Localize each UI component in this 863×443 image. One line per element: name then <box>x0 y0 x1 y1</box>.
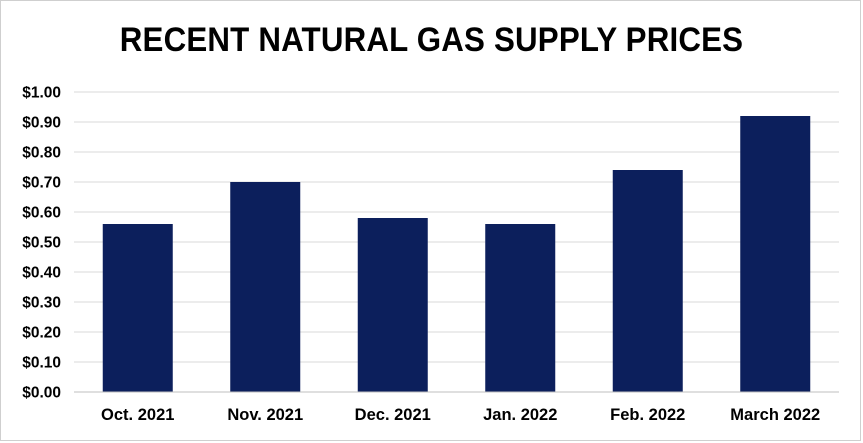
y-tick-label: $0.40 <box>22 265 61 282</box>
chart-title: RECENT NATURAL GAS SUPPLY PRICES <box>119 21 744 59</box>
y-tick-label: $0.80 <box>22 145 61 162</box>
x-category-label: Oct. 2021 <box>101 406 174 424</box>
y-tick-label: $0.90 <box>22 115 61 132</box>
bar <box>102 224 173 392</box>
y-tick-label: $0.20 <box>22 325 61 342</box>
y-tick-label: $0.30 <box>22 295 61 312</box>
x-category-label: March 2022 <box>730 406 820 424</box>
x-category-label: Dec. 2021 <box>355 406 431 424</box>
bar <box>230 182 301 392</box>
y-tick-label: $1.00 <box>22 85 61 102</box>
x-axis-category-labels: Oct. 2021 Nov. 2021 Dec. 2021 Jan. 2022 Feb.… <box>101 406 820 424</box>
y-tick-label: $0.00 <box>22 385 61 402</box>
bar <box>357 218 428 392</box>
y-axis-tick-labels: $0.00 $0.10 $0.20 $0.30 $0.40 $0.50 $0.60 $0.70… <box>22 85 61 402</box>
y-tick-label: $0.50 <box>22 235 61 252</box>
y-tick-label: $0.70 <box>22 175 61 192</box>
x-category-label: Feb. 2022 <box>610 406 685 424</box>
bar <box>740 116 811 392</box>
x-category-label: Nov. 2021 <box>227 406 303 424</box>
bar <box>485 224 556 392</box>
gridlines <box>74 91 839 363</box>
y-tick-label: $0.60 <box>22 205 61 222</box>
bars <box>102 116 811 392</box>
y-tick-label: $0.10 <box>22 355 61 372</box>
x-category-label: Jan. 2022 <box>483 406 557 424</box>
bar <box>612 170 683 392</box>
